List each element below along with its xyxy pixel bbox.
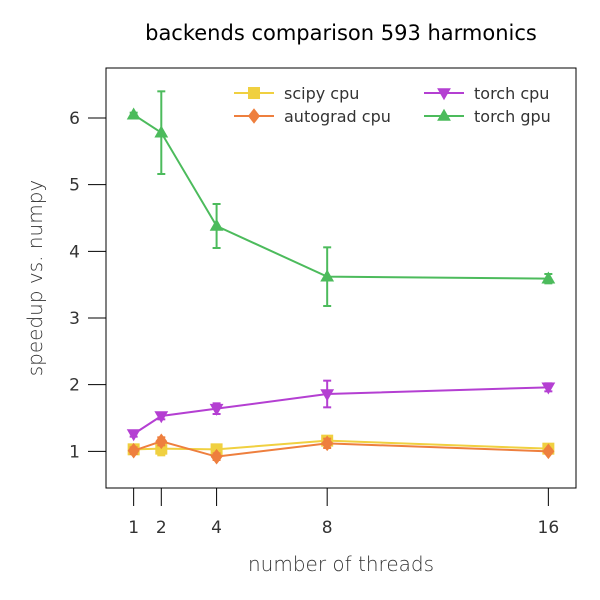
triangle-up-marker (437, 108, 451, 121)
legend: scipy cpu autograd cpu torch cpu torch gpu (234, 84, 551, 126)
triangle-down-marker (541, 382, 556, 395)
legend-entry-scipy-cpu: scipy cpu (234, 84, 359, 103)
y-tick-label: 5 (69, 176, 80, 196)
series-line (133, 113, 549, 280)
triangle-down-marker (154, 411, 169, 424)
x-tick-label: 1 (128, 518, 139, 538)
plot-frame (105, 67, 577, 489)
triangle-down-marker (209, 403, 224, 416)
y-tick-label: 4 (69, 242, 80, 262)
triangle-down-marker (126, 429, 141, 442)
legend-entry-autograd-cpu: autograd cpu (234, 107, 391, 126)
x-tick-label: 8 (322, 518, 333, 538)
legend-label: scipy cpu (284, 84, 359, 103)
x-axis-label: number of threads (248, 552, 434, 576)
y-tick-label: 6 (69, 109, 80, 129)
legend-entry-torch-cpu: torch cpu (424, 84, 549, 103)
legend-label: autograd cpu (284, 107, 391, 126)
diamond-marker (248, 108, 260, 124)
legend-label: torch cpu (474, 84, 549, 103)
x-tick-label: 4 (211, 518, 222, 538)
x-tick-label: 2 (156, 518, 167, 538)
legend-label: torch gpu (474, 107, 551, 126)
triangle-up-marker (320, 269, 335, 282)
triangle-down-marker (437, 88, 451, 101)
series-line (133, 439, 549, 451)
diamond-marker (127, 442, 140, 459)
legend-entry-torch-gpu: torch gpu (424, 107, 551, 126)
triangle-up-marker (541, 271, 556, 284)
square-marker (248, 87, 260, 99)
series-torch-cpu (126, 379, 556, 442)
diamond-marker (321, 435, 334, 452)
y-axis-label: speedup vs. numpy (23, 180, 47, 376)
triangle-up-marker (154, 125, 169, 138)
x-axis: 1 2 4 8 16 (128, 488, 559, 538)
diamond-marker (210, 448, 223, 465)
y-axis: 1 2 3 4 5 6 (69, 109, 106, 462)
triangle-down-marker (320, 389, 335, 402)
triangle-up-marker (126, 107, 141, 120)
triangle-up-marker (209, 218, 224, 231)
diamond-marker (155, 433, 168, 450)
y-tick-label: 3 (69, 309, 80, 329)
series-autograd-cpu (127, 433, 555, 465)
y-tick-label: 2 (69, 376, 80, 396)
chart-title: backends comparison 593 harmonics (145, 21, 537, 45)
diamond-marker (542, 443, 555, 460)
series-scipy-cpu (127, 434, 555, 457)
series-layer (126, 90, 556, 465)
x-tick-label: 16 (538, 518, 560, 538)
y-tick-label: 1 (69, 442, 80, 462)
series-torch-gpu (126, 90, 556, 307)
series-line (133, 386, 549, 435)
